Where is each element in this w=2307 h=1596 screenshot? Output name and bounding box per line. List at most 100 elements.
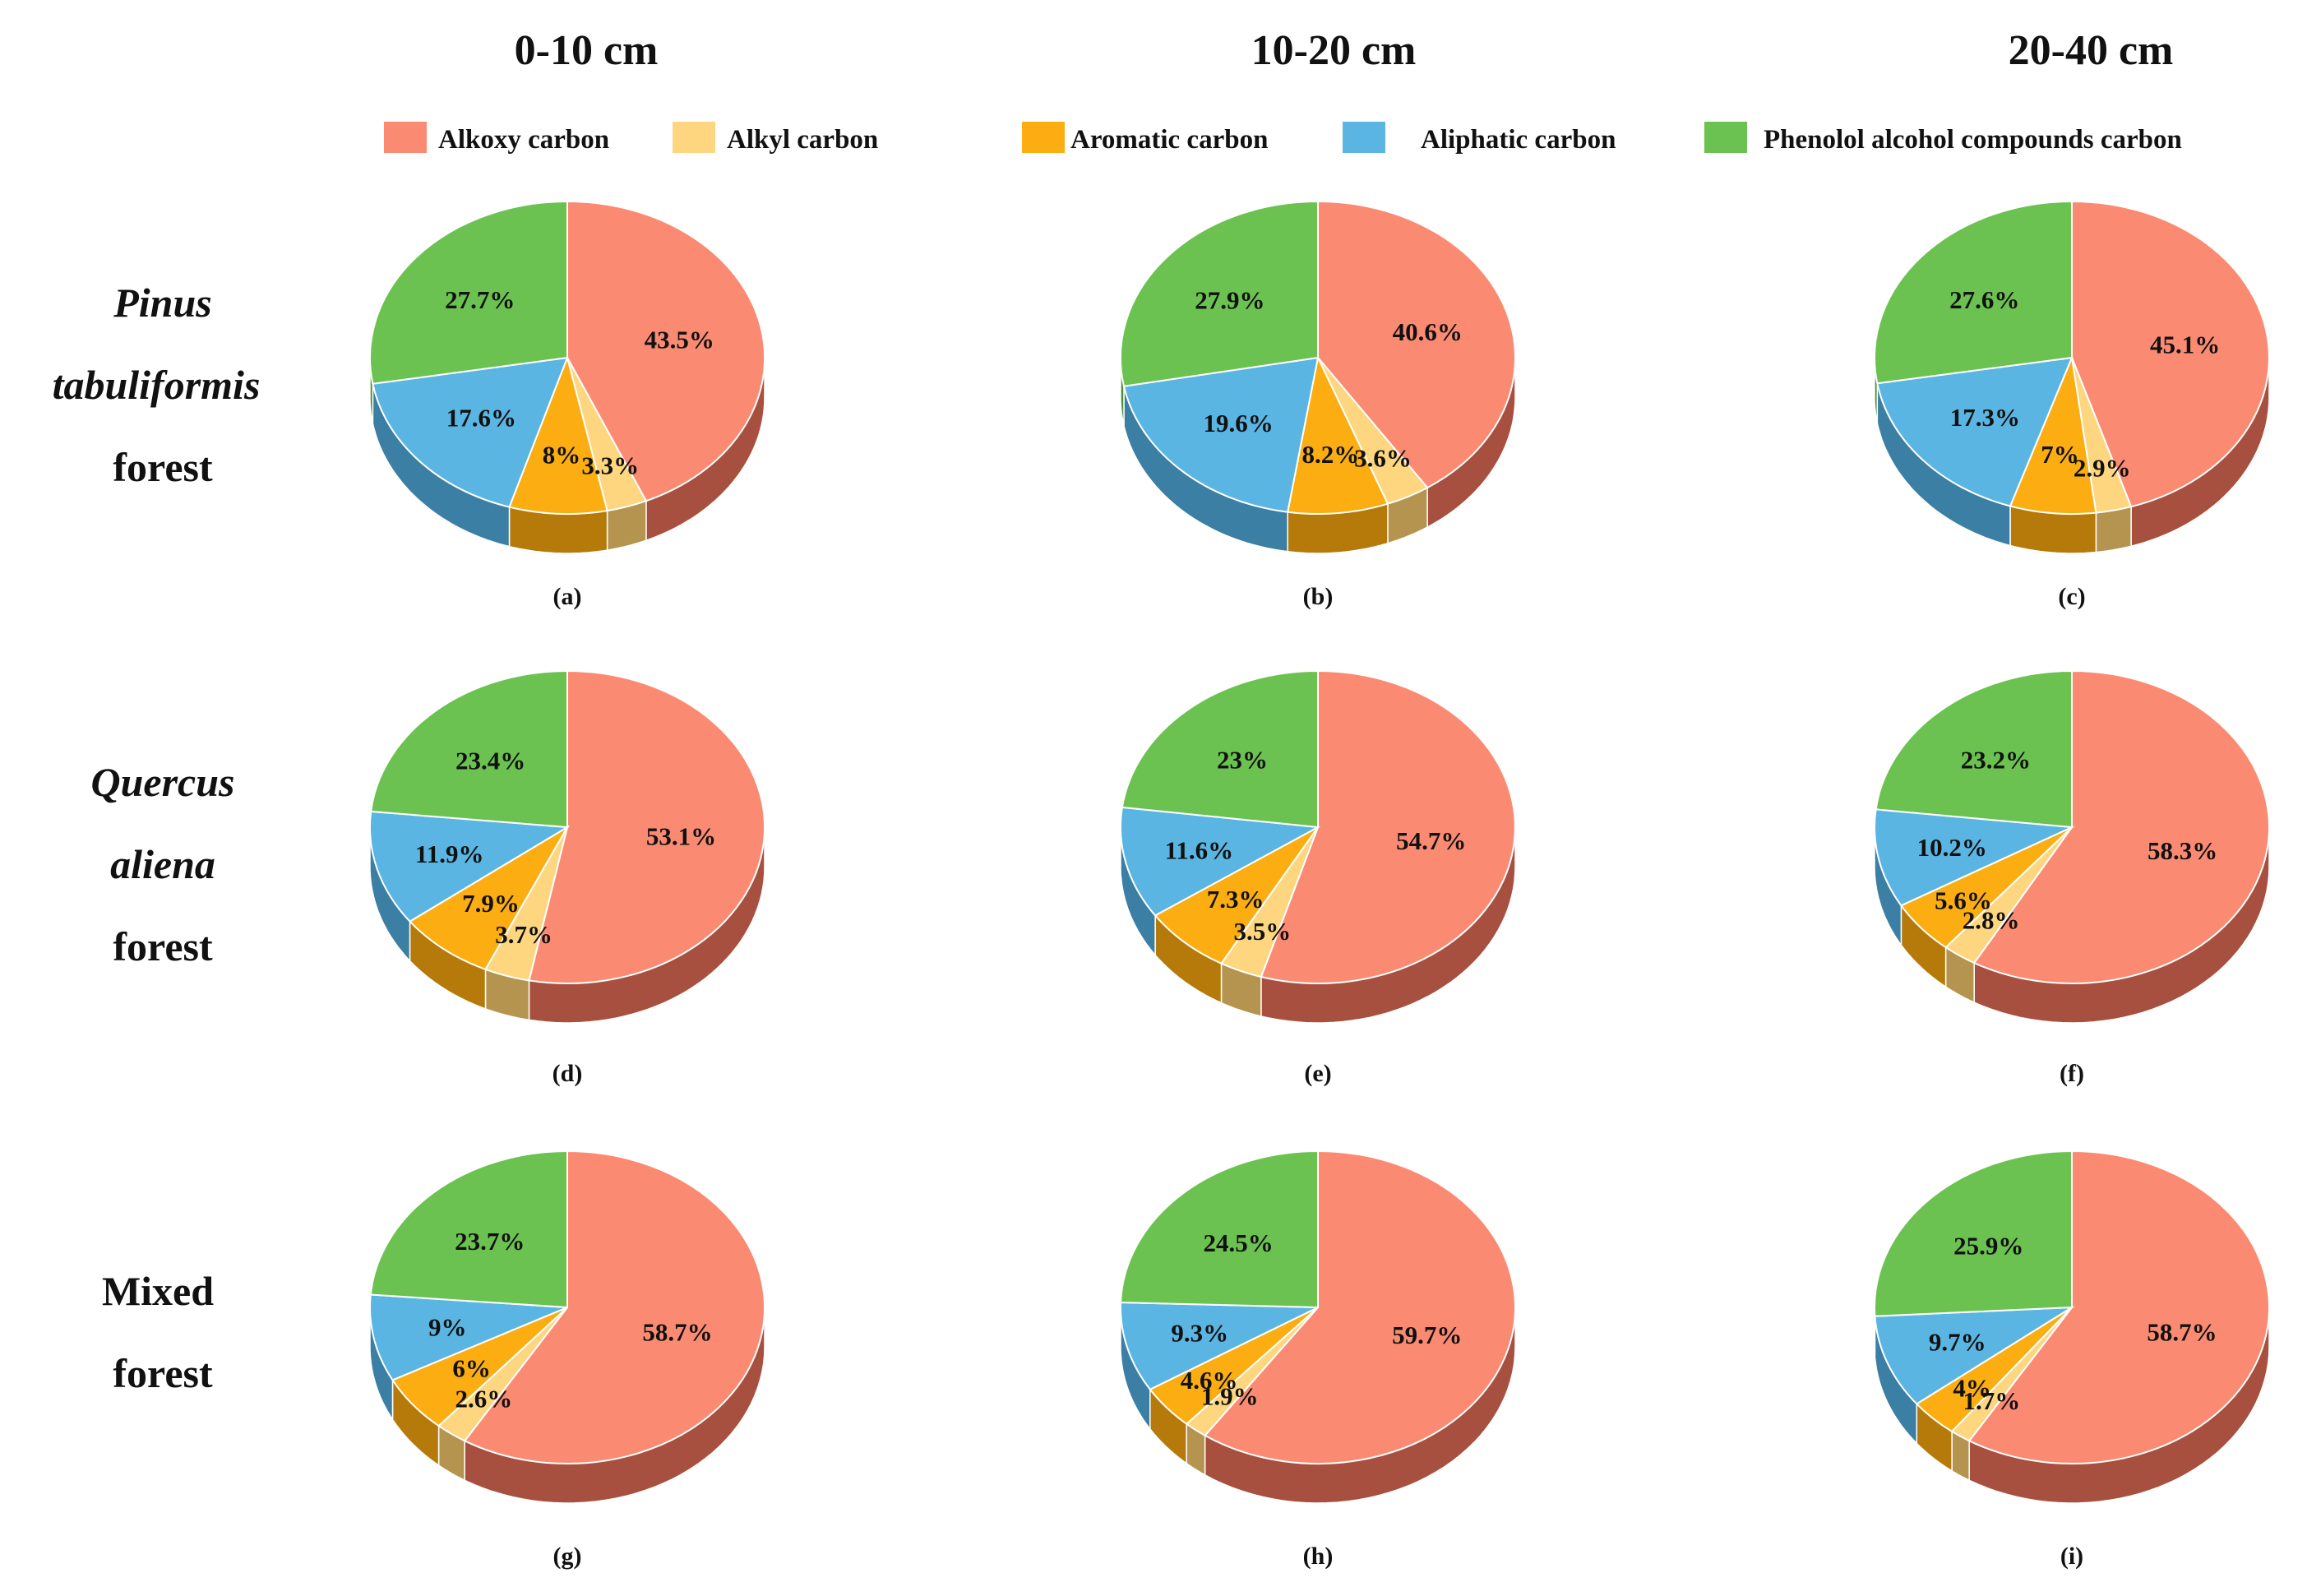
row-title-line: aliena — [110, 841, 215, 887]
row-title-line: forest — [113, 923, 213, 969]
pie-value-label-alkyl: 2.6% — [455, 1385, 513, 1413]
pie-slice-aliphatic — [1120, 806, 1321, 917]
pie-slice-phenolol — [1121, 669, 1319, 829]
pie-value-label-alkoxy: 43.5% — [645, 326, 714, 354]
panel-caption: (h) — [1303, 1543, 1334, 1570]
pie-panel: 54.7% 3.5% 7.3% 11.6% 23% (e) — [1120, 669, 1516, 1087]
pie-value-label-alkyl: 1.7% — [1963, 1386, 2021, 1415]
pie-slice-aliphatic — [372, 356, 569, 508]
pie-side-alkyl — [2095, 506, 2132, 553]
column-title-10-20cm: 10-20 cm — [1251, 27, 1417, 74]
pie-value-label-aliphatic: 10.2% — [1917, 833, 1987, 862]
pie-slice-alkoxy — [566, 200, 766, 502]
pie-value-label-alkoxy: 58.7% — [2147, 1318, 2217, 1347]
legend-swatch-alkyl — [673, 122, 715, 153]
pie-panel: 53.1% 3.7%7.9% 11.9% 23.4% (d) — [368, 669, 765, 1087]
pie-value-label-alkyl: 3.6% — [1354, 444, 1412, 473]
row-title-line: forest — [113, 1350, 213, 1396]
pie-value-label-aromatic: 4.6% — [1181, 1366, 1238, 1395]
pie-slice-phenolol — [369, 200, 568, 385]
pie-slice-alkoxy — [1972, 669, 2270, 984]
row-title-line: forest — [113, 444, 213, 490]
pie-value-label-alkoxy: 45.1% — [2150, 330, 2220, 359]
pie-slice-aliphatic — [1122, 356, 1320, 513]
pie-value-label-alkyl: 3.7% — [495, 920, 552, 949]
pie-value-label-aliphatic: 9% — [428, 1313, 467, 1342]
pie-value-label-aromatic: 6% — [452, 1353, 491, 1382]
column-title-0-10cm: 0-10 cm — [515, 27, 659, 74]
pie-panel: 59.7% 1.9%4.6% 9.3% 24.5% (h) — [1120, 1150, 1516, 1570]
pie-value-label-aromatic: 7.3% — [1207, 885, 1264, 914]
panel-caption: (a) — [553, 583, 582, 610]
pie-value-label-aromatic: 5.6% — [1935, 886, 1992, 914]
legend-label-phenolol: Phenolol alcohol compounds carbon — [1764, 125, 2182, 155]
pie-value-label-alkyl: 2.8% — [1963, 906, 2020, 935]
pie-slice-alkoxy — [2071, 200, 2270, 508]
pie-slice-aliphatic — [1120, 1301, 1319, 1391]
pie-value-label-phenolol: 23.4% — [455, 746, 525, 775]
legend-swatch-alkoxy — [384, 122, 427, 153]
pie-value-label-phenolol: 23.2% — [1961, 746, 2031, 775]
pie-slice-phenolol — [370, 669, 568, 829]
legend-label-alkoxy: Alkoxy carbon — [438, 125, 609, 155]
pie-slice-phenolol — [1874, 200, 2073, 385]
pie-value-label-aliphatic: 19.6% — [1203, 409, 1273, 437]
pie-value-label-phenolol: 27.6% — [1949, 285, 2019, 314]
pie-slice-phenolol — [1874, 1150, 2073, 1317]
pie-value-label-phenolol: 23% — [1217, 745, 1268, 774]
pie-value-label-aromatic: 7.9% — [462, 889, 520, 918]
legend-swatch-aliphatic — [1343, 122, 1385, 153]
pie-value-label-alkoxy: 40.6% — [1393, 317, 1463, 346]
panel-caption: (c) — [2058, 583, 2085, 610]
pie-panel: 40.6% 3.6%8.2% 19.6% 27.9% (b) — [1120, 200, 1516, 610]
pie-value-label-phenolol: 23.7% — [455, 1227, 525, 1256]
pie-panel: 58.7% 1.7%4% 9.7% 25.9% (i) — [1874, 1150, 2270, 1570]
pie-value-label-aromatic: 7% — [2041, 440, 2079, 469]
pie-slice-alkoxy — [463, 1150, 765, 1464]
pie-panel: 58.3% 2.8%5.6% 10.2% 23.2% (f) — [1874, 669, 2270, 1087]
column-title-20-40cm: 20-40 cm — [2009, 27, 2174, 74]
pie-value-label-aromatic: 8.2% — [1302, 440, 1360, 469]
pie-panels: 43.5% 3.3%8% 17.6% 27.7% (a) 40.6% 3.6%8.2% 19.… — [368, 200, 2270, 1570]
pie-panel: 43.5% 3.3%8% 17.6% 27.7% (a) — [369, 200, 766, 610]
legend-swatch-aromatic — [1022, 122, 1065, 153]
row-title-line: Mixed — [102, 1268, 214, 1314]
panel-caption: (d) — [552, 1060, 583, 1087]
pie-slice-aliphatic — [368, 810, 571, 923]
pie-slice-alkoxy — [528, 669, 765, 984]
panel-caption: (f) — [2060, 1060, 2084, 1087]
pie-slice-phenolol — [1120, 200, 1319, 387]
legend-label-aliphatic: Aliphatic carbon — [1421, 125, 1616, 155]
pie-slice-aromatic — [1287, 354, 1389, 515]
pie-value-label-aliphatic: 9.3% — [1171, 1318, 1228, 1347]
panel-caption: (g) — [553, 1543, 582, 1570]
row-title-line: tabuliformis — [53, 362, 261, 408]
pie-slice-alkoxy — [1967, 1150, 2270, 1464]
legend-swatch-phenolol — [1704, 122, 1747, 153]
pie-slice-aliphatic — [369, 1293, 568, 1381]
row-title-pinus: Pinus tabuliformis forest — [53, 280, 261, 490]
row-title-quercus: Quercus aliena forest — [90, 759, 234, 969]
pie-value-label-aromatic: 8% — [543, 441, 581, 470]
pie-value-label-aromatic: 4% — [1953, 1373, 1991, 1402]
pie-slice-aromatic — [408, 825, 570, 971]
row-title-line: Pinus — [113, 280, 212, 326]
pie-slice-phenolol — [369, 1150, 568, 1309]
pie-panel: 45.1% 2.9%7% 17.3% 27.6% (c) — [1874, 200, 2270, 610]
legend: Alkoxy carbon Alkyl carbon Aromatic carb… — [384, 122, 2182, 155]
row-title-mixed: Mixed forest — [102, 1268, 214, 1396]
row-title-line: Quercus — [90, 759, 234, 805]
pie-value-label-alkoxy: 58.7% — [642, 1318, 712, 1347]
legend-label-aromatic: Aromatic carbon — [1070, 125, 1268, 155]
pie-value-label-alkoxy: 54.7% — [1396, 826, 1466, 855]
pie-slice-aromatic — [508, 354, 608, 516]
pie-slice-aromatic — [1154, 826, 1319, 965]
pie-value-label-aliphatic: 17.3% — [1950, 403, 2020, 432]
pie-value-label-phenolol: 24.5% — [1203, 1228, 1273, 1257]
pie-value-label-alkyl: 2.9% — [2074, 454, 2131, 483]
pie-value-label-alkoxy: 59.7% — [1392, 1321, 1462, 1349]
pie-value-label-alkyl: 3.5% — [1234, 917, 1292, 946]
pie-value-label-alkyl: 1.9% — [1201, 1381, 1259, 1410]
pie-value-label-phenolol: 27.7% — [445, 285, 515, 314]
